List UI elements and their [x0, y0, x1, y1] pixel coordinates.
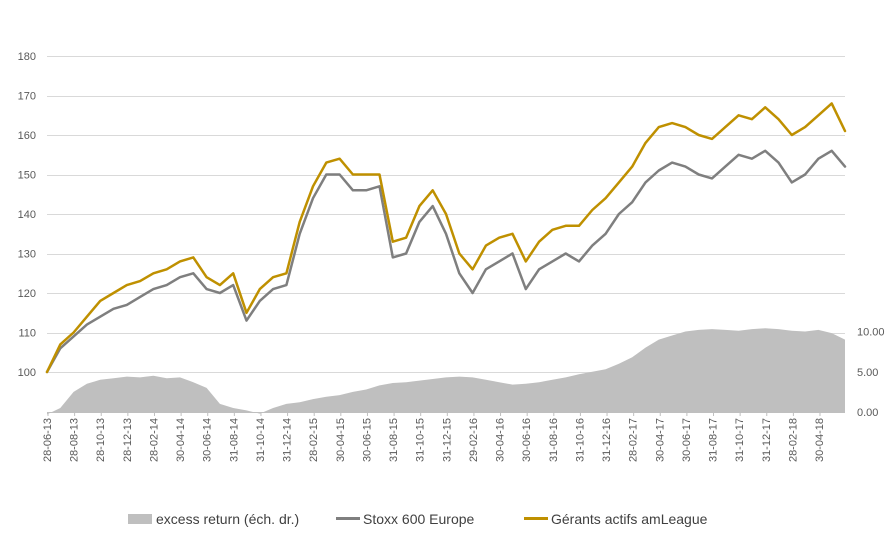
x-tick-label-13: 31-08-15 — [388, 418, 400, 462]
x-tick-label-11: 30-04-15 — [335, 418, 347, 462]
x-tick-label-27: 31-12-17 — [761, 418, 773, 462]
x-tick-label-3: 28-12-13 — [122, 418, 134, 462]
x-tick-label-23: 30-04-17 — [654, 418, 666, 462]
legend-item-stoxx600[interactable]: Stoxx 600 Europe — [336, 511, 475, 527]
x-tick-label-17: 30-04-16 — [495, 418, 507, 462]
x-tick-label-18: 30-06-16 — [521, 418, 533, 462]
series-lines-layer — [45, 102, 847, 374]
x-tick-label-7: 31-08-14 — [228, 418, 240, 462]
y-tick-label-130: 130 — [18, 249, 36, 261]
x-tick-label-10: 28-02-15 — [308, 418, 320, 462]
x-tick-label-21: 31-12-16 — [601, 418, 613, 462]
x-tick-label-20: 31-10-16 — [574, 418, 586, 462]
legend-item-excess-return[interactable]: excess return (éch. dr.) — [128, 511, 299, 527]
legend-swatch-amleague — [524, 517, 548, 520]
y-tick-label-110: 110 — [18, 328, 36, 340]
legend: excess return (éch. dr.) Stoxx 600 Europ… — [128, 511, 708, 527]
x-tick-label-5: 30-04-14 — [175, 418, 187, 462]
x-tick-label-8: 31-10-14 — [255, 418, 267, 462]
x-tick-label-29: 30-04-18 — [814, 418, 826, 462]
y-tick-label-150: 150 — [18, 170, 36, 182]
x-tick-label-16: 29-02-16 — [468, 418, 480, 462]
x-tick-label-24: 30-06-17 — [681, 418, 693, 462]
y-tick-label-140: 140 — [18, 209, 36, 221]
y2-tick-label-0.00: 0.00 — [857, 407, 878, 419]
x-tick-label-9: 31-12-14 — [282, 418, 294, 462]
x-tick-label-25: 31-08-17 — [708, 418, 720, 462]
series-line-amleague — [45, 102, 847, 374]
series-line-stoxx600 — [45, 149, 847, 374]
x-tick-label-22: 28-02-17 — [628, 418, 640, 462]
x-tick-label-14: 31-10-15 — [415, 418, 427, 462]
y-tick-label-100: 100 — [18, 367, 36, 379]
x-tick-label-26: 31-10-17 — [734, 418, 746, 462]
x-tick-label-2: 28-10-13 — [95, 418, 107, 462]
y-tick-label-160: 160 — [18, 130, 36, 142]
excess-return-area-layer — [47, 328, 845, 415]
y2-tick-label-5.00: 5.00 — [857, 367, 878, 379]
x-tick-label-12: 30-06-15 — [361, 418, 373, 462]
y-axis-left: 100 110 120 130 140 150 160 170 180 — [18, 51, 36, 379]
x-tick-label-0: 28-06-13 — [42, 418, 54, 462]
y-axis-right: 0.00 5.00 10.00 — [857, 327, 885, 420]
legend-label-amleague: Gérants actifs amLeague — [551, 511, 708, 527]
x-tick-label-19: 31-08-16 — [548, 418, 560, 462]
x-tick-label-15: 31-12-15 — [441, 418, 453, 462]
legend-item-amleague[interactable]: Gérants actifs amLeague — [524, 511, 708, 527]
x-tick-label-4: 28-02-14 — [148, 418, 160, 462]
series-area-excess-return — [47, 328, 845, 415]
legend-swatch-excess-return — [128, 514, 152, 524]
y-tick-label-180: 180 — [18, 51, 36, 63]
legend-label-excess-return: excess return (éch. dr.) — [156, 511, 299, 527]
y-tick-label-170: 170 — [18, 91, 36, 103]
legend-label-stoxx600: Stoxx 600 Europe — [363, 511, 475, 527]
y-tick-label-120: 120 — [18, 288, 36, 300]
legend-swatch-stoxx600 — [336, 517, 360, 520]
x-axis: 28-06-13 28-08-13 28-10-13 28-12-13 28-02-14… — [42, 412, 826, 462]
x-tick-label-28: 28-02-18 — [787, 418, 799, 462]
y2-tick-label-10.00: 10.00 — [857, 327, 885, 339]
x-tick-label-1: 28-08-13 — [69, 418, 81, 462]
x-tick-label-6: 30-06-14 — [202, 418, 214, 462]
